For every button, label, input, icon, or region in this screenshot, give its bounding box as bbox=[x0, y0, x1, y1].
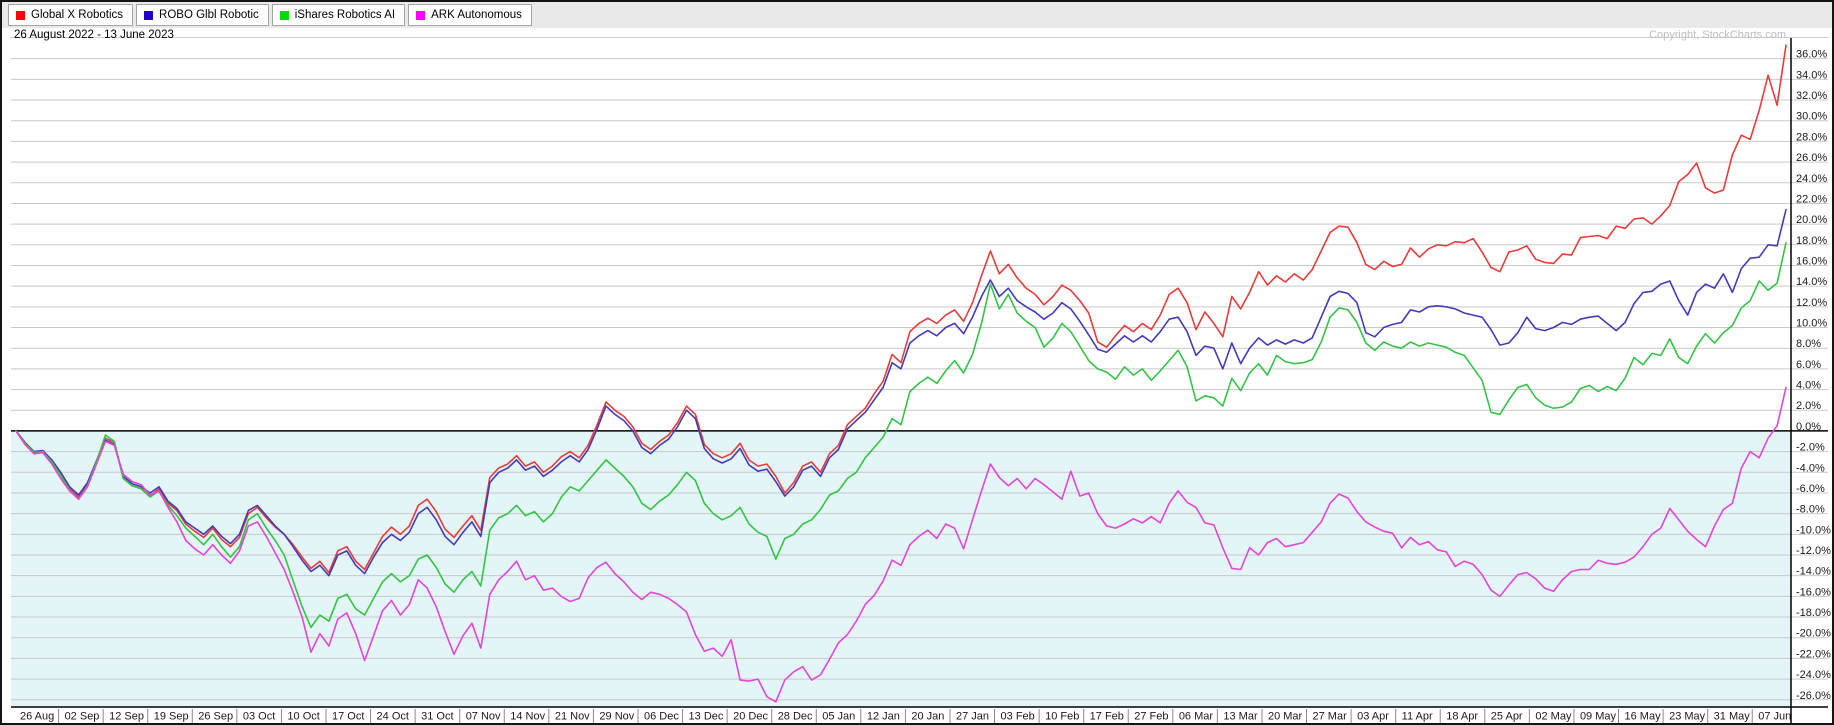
legend-swatch-blue bbox=[144, 10, 154, 20]
y-tick-label: 26.0% bbox=[1796, 152, 1827, 164]
y-tick-label: -4.0% bbox=[1796, 462, 1825, 474]
x-tick-label: 29 Nov bbox=[599, 711, 634, 723]
x-tick-label: 16 May bbox=[1625, 711, 1662, 723]
copyright-label: Copyright, StockCharts.com bbox=[1649, 29, 1786, 41]
x-tick-label: 07 Jun bbox=[1758, 711, 1791, 723]
x-tick-label: 10 Oct bbox=[287, 711, 319, 723]
legend-item-global-x-robotics[interactable]: Global X Robotics bbox=[8, 4, 134, 26]
x-tick-label: 10 Feb bbox=[1045, 711, 1079, 723]
x-tick-label: 13 Mar bbox=[1223, 711, 1258, 723]
y-tick-label: -2.0% bbox=[1796, 442, 1825, 454]
y-tick-label: 16.0% bbox=[1796, 255, 1827, 267]
y-tick-label: 30.0% bbox=[1796, 111, 1827, 123]
y-tick-label: -18.0% bbox=[1796, 607, 1831, 619]
y-tick-label: 6.0% bbox=[1796, 359, 1821, 371]
y-tick-label: -16.0% bbox=[1796, 586, 1831, 598]
y-tick-label: 36.0% bbox=[1796, 49, 1827, 61]
y-tick-label: 0.0% bbox=[1796, 421, 1821, 433]
legend-swatch-green bbox=[279, 10, 289, 20]
x-tick-label: 27 Jan bbox=[956, 711, 989, 723]
y-tick-label: -12.0% bbox=[1796, 545, 1831, 557]
x-tick-label: 27 Mar bbox=[1313, 711, 1348, 723]
x-tick-label: 31 Oct bbox=[421, 711, 453, 723]
x-tick-label: 26 Sep bbox=[198, 711, 233, 723]
y-tick-label: 34.0% bbox=[1796, 69, 1827, 81]
x-tick-label: 27 Feb bbox=[1134, 711, 1168, 723]
x-tick-label: 18 Apr bbox=[1446, 711, 1478, 723]
series-line-ark-autonomous bbox=[15, 386, 1787, 703]
y-tick-label: -6.0% bbox=[1796, 483, 1825, 495]
legend-bar: Global X Robotics ROBO Glbl Robotic iSha… bbox=[2, 2, 1832, 28]
x-tick-label: 20 Jan bbox=[911, 711, 944, 723]
y-tick-label: 32.0% bbox=[1796, 90, 1827, 102]
legend-label: ROBO Glbl Robotic bbox=[159, 9, 259, 21]
x-tick-label: 13 Dec bbox=[689, 711, 724, 723]
below-zero-shading bbox=[11, 430, 1791, 707]
x-tick-label: 23 May bbox=[1669, 711, 1706, 723]
x-tick-label: 25 Apr bbox=[1491, 711, 1523, 723]
x-tick-label: 31 May bbox=[1714, 711, 1751, 723]
y-tick-label: -10.0% bbox=[1796, 524, 1831, 536]
x-tick-label: 06 Dec bbox=[644, 711, 679, 723]
x-tick-label: 20 Dec bbox=[733, 711, 768, 723]
x-tick-label: 11 Apr bbox=[1402, 711, 1433, 723]
y-tick-label: -26.0% bbox=[1796, 690, 1831, 702]
legend-label: iShares Robotics AI bbox=[294, 9, 396, 21]
x-tick-label: 09 May bbox=[1580, 711, 1617, 723]
y-tick-label: -14.0% bbox=[1796, 566, 1831, 578]
x-tick-label: 05 Jan bbox=[822, 711, 855, 723]
y-tick-label: 14.0% bbox=[1796, 276, 1827, 288]
legend-item-ishares-robotics-ai[interactable]: iShares Robotics AI bbox=[271, 4, 406, 26]
x-tick-label: 06 Mar bbox=[1179, 711, 1214, 723]
x-tick-label: 14 Nov bbox=[510, 711, 545, 723]
legend-label: Global X Robotics bbox=[31, 9, 124, 21]
x-tick-label: 19 Sep bbox=[154, 711, 189, 723]
x-tick-label: 07 Nov bbox=[466, 711, 501, 723]
y-tick-label: 20.0% bbox=[1796, 214, 1827, 226]
legend-item-robo-glbl-robotic[interactable]: ROBO Glbl Robotic bbox=[136, 4, 269, 26]
y-tick-label: 12.0% bbox=[1796, 297, 1827, 309]
y-tick-label: -22.0% bbox=[1796, 648, 1831, 660]
legend-item-ark-autonomous[interactable]: ARK Autonomous bbox=[408, 4, 532, 26]
legend-label: ARK Autonomous bbox=[431, 9, 522, 21]
y-tick-label: -8.0% bbox=[1796, 504, 1825, 516]
y-tick-label: 28.0% bbox=[1796, 131, 1827, 143]
date-range-label: 26 August 2022 - 13 June 2023 bbox=[14, 29, 174, 41]
series-line-ishares-robotics-ai bbox=[15, 241, 1787, 629]
legend-swatch-red bbox=[16, 10, 25, 20]
x-tick-label: 03 Apr bbox=[1357, 711, 1389, 723]
x-tick-label: 12 Sep bbox=[109, 711, 144, 723]
y-tick-label: 10.0% bbox=[1796, 318, 1827, 330]
x-tick-label: 24 Oct bbox=[377, 711, 409, 723]
x-tick-label: 03 Feb bbox=[1001, 711, 1035, 723]
y-tick-label: 8.0% bbox=[1796, 338, 1821, 350]
x-tick-label: 28 Dec bbox=[778, 711, 813, 723]
series-line-global-x-robotics bbox=[15, 44, 1787, 574]
x-tick-label: 02 May bbox=[1535, 711, 1572, 723]
x-tick-label: 12 Jan bbox=[867, 711, 900, 723]
y-tick-label: 4.0% bbox=[1796, 380, 1821, 392]
legend-swatch-magenta bbox=[416, 10, 426, 20]
y-tick-label: -20.0% bbox=[1796, 628, 1831, 640]
x-tick-label: 17 Feb bbox=[1090, 711, 1124, 723]
y-tick-label: 2.0% bbox=[1796, 400, 1821, 412]
y-tick-label: 24.0% bbox=[1796, 173, 1827, 185]
y-tick-label: -24.0% bbox=[1796, 669, 1831, 681]
x-tick-label: 02 Sep bbox=[65, 711, 100, 723]
x-tick-label: 21 Nov bbox=[555, 711, 590, 723]
y-tick-label: 22.0% bbox=[1796, 193, 1827, 205]
y-tick-label: 18.0% bbox=[1796, 235, 1827, 247]
x-tick-label: 17 Oct bbox=[332, 711, 364, 723]
x-tick-label: 26 Aug bbox=[20, 711, 54, 723]
x-tick-label: 03 Oct bbox=[243, 711, 275, 723]
series-line-robo-glbl-robotic bbox=[15, 208, 1787, 577]
x-tick-label: 20 Mar bbox=[1268, 711, 1303, 723]
